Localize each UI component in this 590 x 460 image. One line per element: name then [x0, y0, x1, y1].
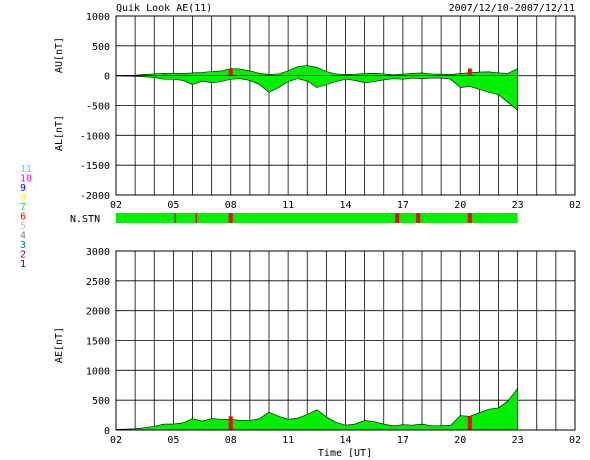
- x-tick-label: 05: [167, 200, 179, 211]
- ae-fill: [115, 387, 518, 431]
- x-tick-label: 11: [282, 200, 294, 211]
- x-tick-label: 14: [339, 435, 351, 446]
- series-au-area: [115, 65, 518, 76]
- nstn-red-mark: [395, 213, 400, 223]
- y-tick-label: 3000: [86, 247, 110, 258]
- x-tick-label: 17: [397, 200, 409, 211]
- x-tick-label: 02: [569, 435, 581, 446]
- y-tick-label: 0: [104, 426, 110, 437]
- legend-item-3: 3: [20, 240, 26, 251]
- y-tick-label: -1000: [80, 131, 110, 142]
- ae-marks: [228, 416, 472, 430]
- au-al-yticks: 1000 500 0 -500 -1000 -1500 -2000: [80, 12, 110, 202]
- x-tick-label: 20: [454, 435, 466, 446]
- ae-frame: [115, 250, 576, 431]
- figure-title: Quik Look AE(11): [116, 3, 212, 14]
- au-al-frame: [115, 15, 576, 196]
- au-al-grid: [115, 15, 576, 196]
- station-change-mark: [467, 416, 472, 430]
- nstn-bar: [116, 213, 518, 223]
- series-ae-area: [115, 387, 518, 431]
- legend-item-4: 4: [20, 231, 26, 242]
- nstn-red-mark: [228, 213, 233, 223]
- nstn-red-mark: [416, 213, 421, 223]
- time-axis-label: Time [UT]: [318, 448, 372, 459]
- y-tick-label: 1000: [86, 12, 110, 23]
- ae-axis-label: AE[nT]: [54, 327, 65, 363]
- nstn-red-mark: [195, 213, 198, 223]
- legend-item-5: 5: [20, 221, 26, 232]
- au-axis-label: AU[nT]: [54, 37, 65, 73]
- au-al-marks: [228, 68, 472, 76]
- ae-xticks: 02 05 08 11 14 17 20 23 02: [110, 435, 581, 446]
- nstn-red-mark: [174, 213, 177, 223]
- y-tick-label: 500: [92, 396, 110, 407]
- legend-item-7: 7: [20, 202, 26, 213]
- y-tick-label: 2000: [86, 307, 110, 318]
- nstn-red-mark: [467, 213, 472, 223]
- station-change-mark: [228, 68, 233, 76]
- x-tick-label: 17: [397, 435, 409, 446]
- x-tick-label: 23: [512, 200, 524, 211]
- x-tick-label: 14: [339, 200, 351, 211]
- legend-item-2: 2: [20, 250, 26, 261]
- legend-item-1: 1: [20, 259, 26, 270]
- x-tick-label: 08: [225, 435, 237, 446]
- legend-item-9: 9: [20, 183, 26, 194]
- station-change-mark: [467, 68, 472, 76]
- x-tick-label: 05: [167, 435, 179, 446]
- y-tick-label: -2000: [80, 191, 110, 202]
- au-al-fill: [115, 65, 518, 111]
- x-tick-label: 02: [110, 200, 122, 211]
- nstn-label: N.STN: [70, 214, 100, 225]
- ae-yticks: 3000 2500 2000 1500 1000 500 0: [86, 247, 110, 437]
- y-tick-label: 2500: [86, 277, 110, 288]
- series-al-area: [115, 75, 518, 111]
- au-al-xticks: 02 05 08 11 14 17 20 23 02: [110, 200, 581, 211]
- station-change-mark: [228, 416, 233, 430]
- y-tick-label: -1500: [80, 161, 110, 172]
- legend-item-11: 11: [20, 164, 32, 175]
- x-tick-label: 11: [282, 435, 294, 446]
- date-range: 2007/12/10-2007/12/11: [449, 3, 575, 14]
- legend-item-6: 6: [20, 212, 26, 223]
- x-tick-label: 02: [110, 435, 122, 446]
- y-tick-label: 500: [92, 42, 110, 53]
- ae-panel: 3000 2500 2000 1500 1000 500 0 02 05 08 11 14 17 20 2…: [54, 247, 581, 459]
- au-al-panel: 1000 500 0 -500 -1000 -1500 -2000 02 05 08 11 14 17…: [54, 12, 581, 211]
- x-tick-label: 08: [225, 200, 237, 211]
- x-tick-label: 23: [512, 435, 524, 446]
- y-tick-label: 0: [104, 72, 110, 83]
- legend-item-10: 10: [20, 174, 32, 185]
- nstn-bar-fill: [116, 213, 518, 223]
- y-tick-label: 1500: [86, 337, 110, 348]
- legend-item-8: 8: [20, 193, 26, 204]
- x-tick-label: 20: [454, 200, 466, 211]
- y-tick-label: 1000: [86, 366, 110, 377]
- al-axis-label: AL[nT]: [54, 115, 65, 151]
- x-tick-label: 02: [569, 200, 581, 211]
- y-tick-label: -500: [86, 102, 110, 113]
- nstn-strip: N.STN: [70, 213, 518, 225]
